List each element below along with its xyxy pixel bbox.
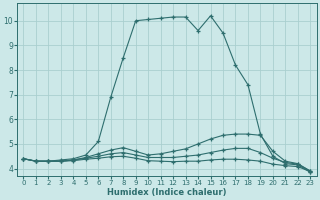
X-axis label: Humidex (Indice chaleur): Humidex (Indice chaleur) [107, 188, 227, 197]
